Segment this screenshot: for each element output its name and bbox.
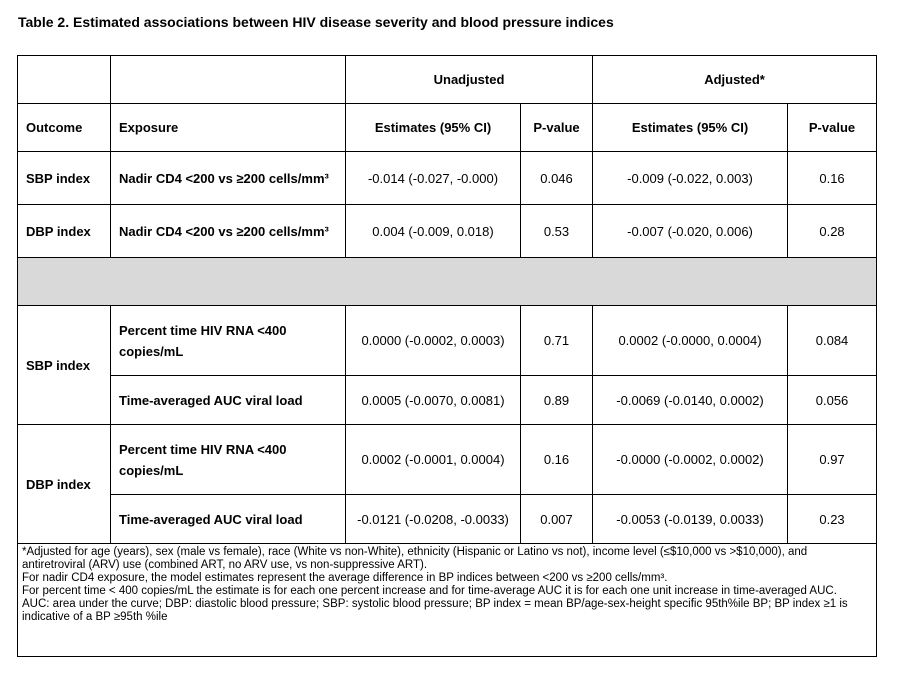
pvalue-adj-cell: 0.28 [787, 204, 878, 258]
footnote-adjusted: *Adjusted for age (years), sex (male vs … [22, 546, 808, 571]
estimate-adj-cell: -0.0069 (-0.0140, 0.0002) [592, 375, 789, 425]
estimate-unadj-cell: 0.0002 (-0.0001, 0.0004) [345, 424, 521, 495]
estimate-adj-cell: -0.007 (-0.020, 0.006) [592, 204, 789, 258]
pvalue-adj-cell: 0.16 [787, 151, 878, 205]
adjusted-header: Adjusted* [592, 55, 878, 104]
estimate-unadj-cell: 0.004 (-0.009, 0.018) [345, 204, 521, 258]
footnote-percent-time: For percent time < 400 copies/mL the est… [22, 585, 837, 597]
header-row-columns: Outcome Exposure Estimates (95% CI) P-va… [17, 103, 878, 152]
empty-header-cell [110, 55, 346, 104]
table-title: Table 2. Estimated associations between … [18, 14, 614, 30]
outcome-cell: DBP index [17, 204, 111, 258]
estimate-unadj-cell: 0.0005 (-0.0070, 0.0081) [345, 375, 521, 425]
estimate-adj-cell: -0.009 (-0.022, 0.003) [592, 151, 789, 205]
gray-separator [16, 257, 878, 306]
empty-header-cell [17, 55, 111, 104]
table-row: DBP index Percent time HIV RNA <400 copi… [17, 424, 878, 544]
pvalue-unadj-cell: 0.89 [519, 375, 594, 425]
outcome-cell: SBP index [17, 151, 111, 205]
exposure-cell: Nadir CD4 <200 vs ≥200 cells/mm³ [110, 204, 346, 258]
outcome-cell: DBP index [17, 424, 111, 544]
table-row: SBP index Percent time HIV RNA <400 copi… [17, 305, 878, 425]
estimates-adj-header: Estimates (95% CI) [592, 103, 789, 152]
estimate-unadj-cell: -0.014 (-0.027, -0.000) [345, 151, 521, 205]
estimate-adj-cell: -0.0000 (-0.0002, 0.0002) [592, 424, 789, 495]
outcome-cell: SBP index [17, 305, 111, 425]
estimate-adj-cell: 0.0002 (-0.0000, 0.0004) [592, 305, 789, 376]
footnote-nadir-cd4: For nadir CD4 exposure, the model estima… [22, 572, 668, 584]
estimate-unadj-cell: -0.0121 (-0.0208, -0.0033) [345, 494, 521, 544]
estimates-unadj-header: Estimates (95% CI) [345, 103, 521, 152]
pvalue-adj-cell: 0.056 [787, 375, 878, 425]
exposure-cell: Nadir CD4 <200 vs ≥200 cells/mm³ [110, 151, 346, 205]
pvalue-adj-header: P-value [787, 103, 878, 152]
unadjusted-header: Unadjusted [344, 55, 594, 104]
pvalue-unadj-cell: 0.53 [519, 204, 594, 258]
footnote-abbreviations: AUC: area under the curve; DBP: diastoli… [22, 598, 848, 623]
table-row: Time-averaged AUC viral load 0.0005 (-0.… [18, 375, 878, 425]
footnote-row: *Adjusted for age (years), sex (male vs … [16, 543, 878, 657]
outcome-header: Outcome [17, 103, 111, 152]
exposure-cell: Percent time HIV RNA <400 copies/mL [110, 305, 346, 376]
pvalue-adj-cell: 0.97 [787, 424, 878, 495]
pvalue-adj-cell: 0.23 [787, 494, 878, 544]
pvalue-unadj-cell: 0.007 [519, 494, 594, 544]
pvalue-unadj-cell: 0.16 [519, 424, 594, 495]
exposure-cell: Time-averaged AUC viral load [110, 375, 346, 425]
pvalue-adj-cell: 0.084 [787, 305, 878, 376]
pvalue-unadj-header: P-value [519, 103, 594, 152]
exposure-cell: Time-averaged AUC viral load [110, 494, 346, 544]
exposure-cell: Percent time HIV RNA <400 copies/mL [110, 424, 346, 495]
footnotes: *Adjusted for age (years), sex (male vs … [16, 543, 878, 657]
pvalue-unadj-cell: 0.046 [519, 151, 594, 205]
separator-row [16, 257, 878, 306]
exposure-header: Exposure [110, 103, 346, 152]
estimate-unadj-cell: 0.0000 (-0.0002, 0.0003) [345, 305, 521, 376]
table-row: DBP index Nadir CD4 <200 vs ≥200 cells/m… [17, 204, 878, 258]
table-row: SBP index Nadir CD4 <200 vs ≥200 cells/m… [17, 151, 878, 205]
header-row-groups: Unadjusted Adjusted* [17, 55, 878, 104]
table-row: Time-averaged AUC viral load -0.0121 (-0… [18, 494, 878, 544]
results-table: Unadjusted Adjusted* Outcome Exposure Es… [16, 55, 878, 657]
estimate-adj-cell: -0.0053 (-0.0139, 0.0033) [592, 494, 789, 544]
pvalue-unadj-cell: 0.71 [519, 305, 594, 376]
